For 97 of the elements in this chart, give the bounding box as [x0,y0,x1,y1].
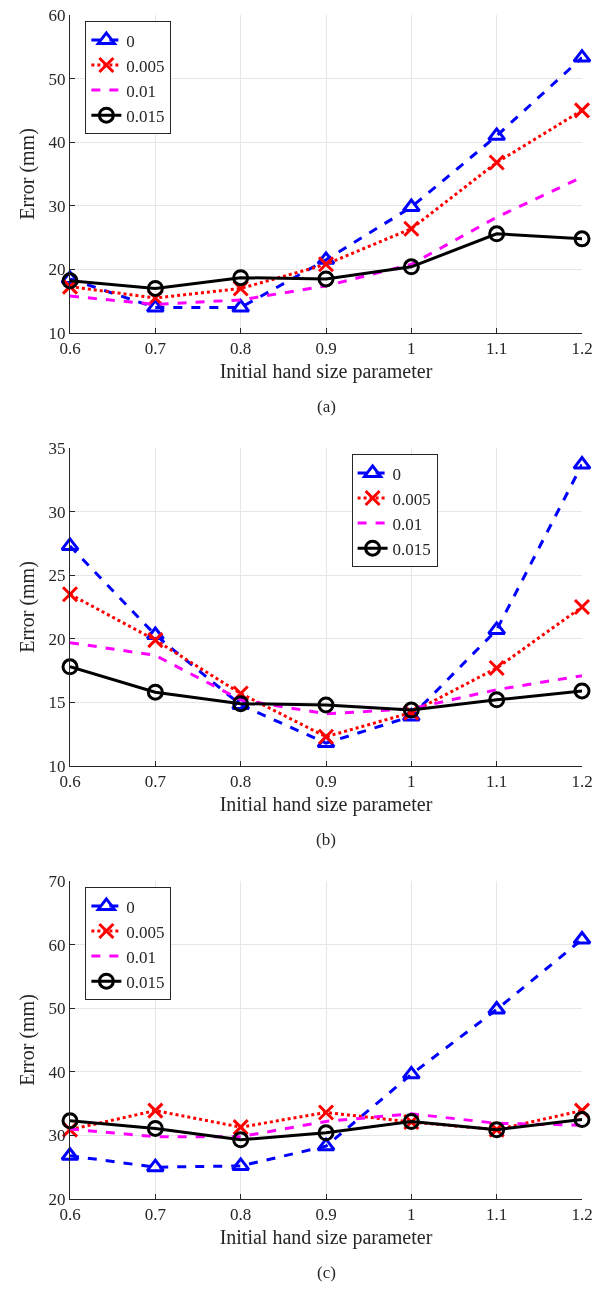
point [401,1065,421,1080]
x-tick-label: 1.2 [571,1205,593,1225]
point [316,1137,336,1152]
legend-label: 0.015 [126,106,165,126]
point [317,728,335,746]
x-tick-label: 0.8 [230,772,252,792]
y-axis-title: Error (mm) [16,561,40,653]
x-tick-label: 0.7 [144,772,167,792]
point [232,269,250,287]
point [488,659,506,677]
point [487,1000,507,1015]
legend-label: 0.015 [392,539,431,559]
point [317,255,335,273]
point [146,1119,164,1137]
y-tick-label: 20 [48,260,66,280]
point [573,682,591,700]
y-tick-label: 25 [48,566,66,586]
point [402,220,420,238]
x-tick-label: 1.1 [486,772,508,792]
point [573,598,591,616]
point [572,931,592,945]
point [61,1112,79,1130]
x-tick-label: 0.7 [144,1205,167,1225]
y-tick-label: 35 [48,438,66,458]
point [573,1111,591,1128]
point [573,101,591,119]
x-tick-label: 0.8 [230,1205,252,1225]
legend-label: 0.01 [126,947,157,967]
y-tick-label: 60 [48,935,66,955]
text: (b) [316,830,336,849]
y-axis-title: Error (mm) [16,128,40,220]
point [60,1147,80,1161]
x-tick-label: 1 [407,772,416,792]
x-tick-label: 1 [407,1205,416,1225]
point [488,691,506,709]
y-tick-label: 30 [48,1126,66,1146]
point [488,225,506,243]
point [317,1104,335,1121]
y-tick-label: 20 [48,629,66,649]
point [488,154,506,172]
x-tick-label: 1.1 [486,339,508,359]
point [317,696,335,714]
y-tick-label: 40 [48,133,66,153]
x-tick-label: 0.7 [144,339,167,359]
legend-label: 0 [126,897,135,917]
point [402,258,420,276]
x-tick-label: 0.9 [315,339,337,359]
point [232,1118,250,1136]
point [401,198,421,213]
legend-label: 0 [126,31,135,51]
text: (c) [317,1263,336,1282]
x-tick-label: 1.2 [571,339,593,359]
point [61,658,79,676]
legend-label: 0.01 [126,81,157,101]
x-axis-title: Initial hand size parameter [219,359,433,383]
point [146,683,164,701]
legend-label: 0.005 [126,922,165,942]
y-tick-label: 40 [48,1062,66,1082]
x-axis-title: Initial hand size parameter [219,1225,433,1249]
y-tick-label: 30 [48,502,66,522]
y-tick-label: 15 [48,693,66,713]
point [572,456,592,470]
x-tick-label: 0.8 [230,339,252,359]
legend-label: 0.015 [126,972,165,992]
x-tick-label: 0.9 [315,772,337,792]
y-tick-label: 60 [48,5,66,25]
x-tick-label: 1.2 [571,772,593,792]
point [145,1158,165,1173]
legend-label: 0.005 [126,56,165,76]
x-tick-label: 0.9 [315,1205,337,1225]
y-tick-label: 70 [48,871,66,891]
legend-label: 0.005 [392,489,431,509]
point [146,631,164,649]
y-axis-title: Error (mm) [16,994,40,1086]
legend-label: 0 [392,464,402,484]
point [232,1131,250,1149]
point [145,299,165,313]
point [60,537,80,551]
y-tick-label: 30 [48,196,66,216]
y-tick-label: 50 [48,999,66,1019]
text: (a) [317,397,336,416]
legend-label: 0.01 [392,514,423,534]
point [317,1124,335,1142]
point [61,585,79,603]
point [487,127,507,141]
x-tick-label: 1 [407,339,416,359]
point [146,279,164,297]
point [573,230,591,248]
point [146,1102,164,1120]
x-tick-label: 1.1 [486,1205,508,1225]
point [487,621,507,635]
point [231,299,251,313]
point [231,1157,251,1171]
y-tick-label: 50 [48,69,66,89]
point [317,270,335,288]
x-axis-title: Initial hand size parameter [219,792,433,816]
point [572,49,592,63]
